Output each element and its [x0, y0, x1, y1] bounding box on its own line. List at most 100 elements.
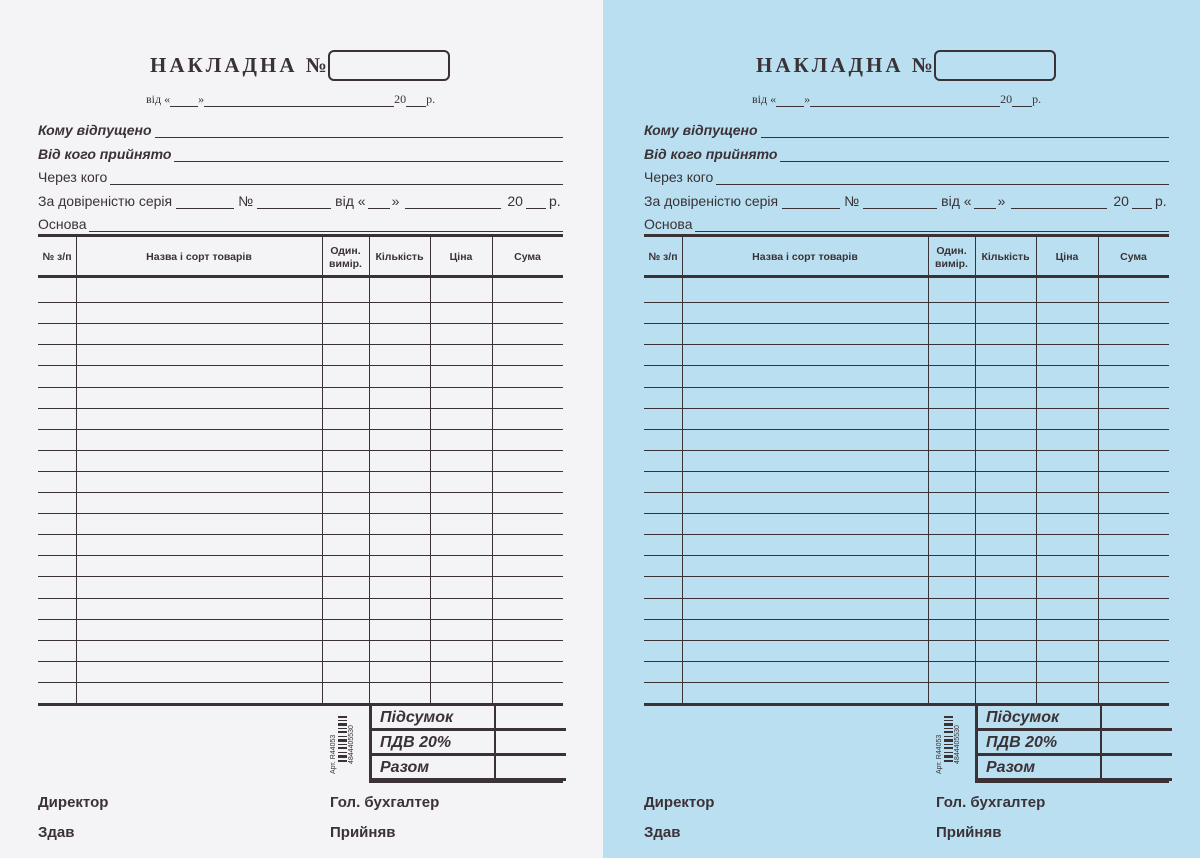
- totals-box: Підсумок ПДВ 20% Разом: [369, 706, 566, 783]
- director-label: Директор: [38, 794, 109, 811]
- proxy-day-field[interactable]: [367, 197, 390, 209]
- header-col-price: Ціна: [1055, 251, 1079, 263]
- column-divider: [1098, 237, 1099, 703]
- table-row[interactable]: [644, 555, 1169, 557]
- table-row[interactable]: [644, 323, 1169, 325]
- total-label: Разом: [986, 759, 1036, 776]
- to-whom-field[interactable]: [760, 126, 1169, 138]
- totals-divider: [1100, 706, 1102, 780]
- proxy-no-field[interactable]: [863, 197, 938, 209]
- proxy-series-field[interactable]: [176, 197, 235, 209]
- table-row[interactable]: [644, 302, 1169, 304]
- table-row[interactable]: [644, 681, 1169, 683]
- table-row[interactable]: [38, 618, 563, 620]
- table-row[interactable]: [38, 681, 563, 683]
- table-row[interactable]: [644, 660, 1169, 662]
- header-col-sum: Сума: [1120, 251, 1147, 263]
- barcode-bars-icon: [944, 716, 953, 762]
- table-header: № з/п Назва і сорт товарів Один. вимір. Кіл…: [38, 237, 563, 278]
- proxy-year-field[interactable]: [525, 197, 546, 209]
- barcode: Арт. R44053 4844405530: [330, 716, 355, 776]
- table-row[interactable]: [38, 576, 563, 578]
- table-row[interactable]: [644, 407, 1169, 409]
- from-whom-field[interactable]: [174, 150, 563, 162]
- table-row[interactable]: [38, 513, 563, 515]
- proxy-year-field[interactable]: [1131, 197, 1152, 209]
- month-field[interactable]: [810, 95, 1001, 107]
- table-row[interactable]: [644, 344, 1169, 346]
- proxy-series-label: За довіреністю серія: [644, 193, 779, 209]
- table-row[interactable]: [38, 597, 563, 599]
- table-row[interactable]: [38, 449, 563, 451]
- handed-label: Здав: [644, 824, 681, 841]
- table-row[interactable]: [38, 323, 563, 325]
- proxy-date-quote: »: [391, 193, 400, 209]
- table-row[interactable]: [644, 534, 1169, 536]
- table-row[interactable]: [644, 513, 1169, 515]
- table-row[interactable]: [644, 639, 1169, 641]
- via-whom-field[interactable]: [110, 173, 563, 185]
- year-field[interactable]: [1012, 95, 1033, 107]
- via-whom-row: Через кого: [38, 168, 563, 185]
- barcode-bars-icon: [338, 716, 347, 762]
- table-row[interactable]: [38, 492, 563, 493]
- basis-label: Основа: [38, 216, 87, 232]
- director-label: Директор: [644, 794, 715, 811]
- date-quote: »: [198, 92, 205, 106]
- invoice-number-field[interactable]: [328, 50, 450, 81]
- table-row[interactable]: [38, 660, 563, 662]
- vat-row: ПДВ 20%: [978, 731, 1172, 756]
- table-row[interactable]: [38, 407, 563, 409]
- table-row[interactable]: [38, 428, 563, 430]
- day-field[interactable]: [776, 95, 805, 107]
- column-divider: [322, 237, 323, 703]
- proxy-no-field[interactable]: [257, 197, 332, 209]
- proxy-month-field[interactable]: [1011, 197, 1108, 209]
- table-row[interactable]: [38, 365, 563, 367]
- table-row[interactable]: [644, 449, 1169, 451]
- invoice-date-line: від « » 20 р.: [752, 92, 1062, 107]
- table-row[interactable]: [644, 618, 1169, 620]
- table-row[interactable]: [644, 576, 1169, 578]
- header-col-name: Назва і сорт товарів: [146, 251, 252, 263]
- table-row[interactable]: [38, 302, 563, 304]
- subtotal-label: Підсумок: [380, 709, 454, 726]
- proxy-month-field[interactable]: [405, 197, 502, 209]
- table-row[interactable]: [38, 555, 563, 557]
- goods-table: № з/п Назва і сорт товарів Один. вимір. Кіл…: [644, 234, 1169, 706]
- table-row[interactable]: [644, 492, 1169, 493]
- basis-row: Основа: [644, 215, 1169, 232]
- to-whom-row: Кому відпущено: [38, 121, 563, 138]
- header-col-name: Назва і сорт товарів: [752, 251, 858, 263]
- total-label: Разом: [380, 759, 430, 776]
- invoice-date-line: від « » 20 р.: [146, 92, 456, 107]
- proxy-year-suffix: р.: [548, 193, 561, 209]
- table-row[interactable]: [644, 428, 1169, 430]
- day-field[interactable]: [170, 95, 199, 107]
- table-row[interactable]: [644, 470, 1169, 472]
- year-field[interactable]: [406, 95, 427, 107]
- from-whom-field[interactable]: [780, 150, 1169, 162]
- basis-field[interactable]: [695, 220, 1169, 232]
- article-number: Арт. R44053: [936, 734, 943, 774]
- subtotal-row: Підсумок: [372, 706, 566, 731]
- table-row[interactable]: [644, 597, 1169, 599]
- invoice-number-field[interactable]: [934, 50, 1056, 81]
- table-row[interactable]: [38, 639, 563, 641]
- via-whom-field[interactable]: [716, 173, 1169, 185]
- table-row[interactable]: [38, 386, 563, 388]
- proxy-year-prefix: 20: [507, 193, 523, 209]
- proxy-day-field[interactable]: [973, 197, 996, 209]
- basis-field[interactable]: [89, 220, 563, 232]
- to-whom-field[interactable]: [154, 126, 563, 138]
- from-whom-row: Від кого прийнято: [38, 145, 563, 162]
- table-row[interactable]: [38, 344, 563, 346]
- month-field[interactable]: [204, 95, 395, 107]
- table-row[interactable]: [644, 365, 1169, 367]
- table-row[interactable]: [38, 534, 563, 536]
- via-whom-label: Через кого: [38, 169, 108, 185]
- table-row[interactable]: [644, 386, 1169, 388]
- totals-box: Підсумок ПДВ 20% Разом: [975, 706, 1172, 783]
- table-row[interactable]: [38, 470, 563, 472]
- proxy-series-field[interactable]: [782, 197, 841, 209]
